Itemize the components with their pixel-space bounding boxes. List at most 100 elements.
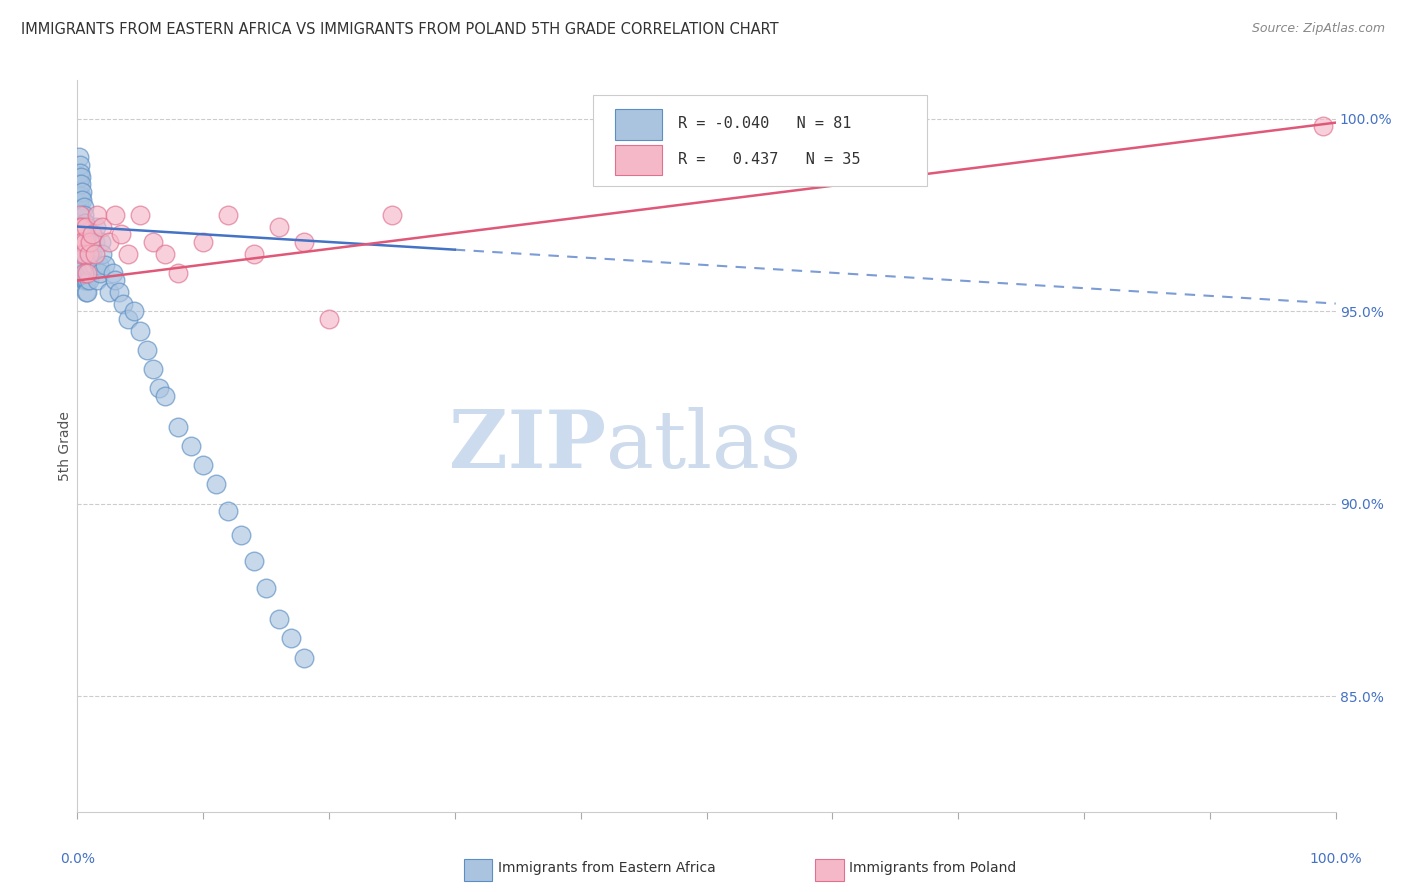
Point — [84, 235, 107, 249]
Point — [104, 208, 127, 222]
Point — [77, 266, 100, 280]
Point — [97, 235, 120, 249]
Point — [67, 227, 90, 242]
Point — [129, 324, 152, 338]
Point — [73, 235, 96, 249]
Point — [254, 582, 277, 596]
FancyBboxPatch shape — [614, 145, 662, 176]
Point — [72, 185, 94, 199]
Text: R =   0.437   N = 35: R = 0.437 N = 35 — [678, 152, 860, 167]
Point — [292, 650, 315, 665]
Point — [148, 381, 170, 395]
Text: 0.0%: 0.0% — [60, 852, 94, 866]
Point — [70, 246, 93, 260]
Point — [69, 166, 91, 180]
Point — [72, 246, 94, 260]
Point — [97, 285, 120, 299]
Point — [75, 231, 97, 245]
Point — [86, 208, 108, 222]
Point — [67, 196, 90, 211]
Point — [242, 554, 264, 568]
Point — [75, 273, 97, 287]
Point — [69, 235, 91, 249]
Point — [155, 246, 177, 260]
Point — [72, 258, 94, 272]
Point — [79, 258, 101, 272]
Point — [72, 273, 94, 287]
Text: Source: ZipAtlas.com: Source: ZipAtlas.com — [1251, 22, 1385, 36]
Point — [70, 208, 93, 222]
Point — [76, 273, 98, 287]
Point — [72, 246, 94, 260]
Point — [70, 188, 93, 202]
FancyBboxPatch shape — [614, 109, 662, 139]
Point — [79, 246, 101, 260]
Point — [108, 285, 131, 299]
FancyBboxPatch shape — [593, 95, 927, 186]
Point — [242, 246, 264, 260]
Point — [1312, 120, 1334, 134]
Point — [104, 273, 127, 287]
Point — [67, 178, 90, 192]
Point — [82, 227, 104, 242]
Point — [142, 362, 165, 376]
Point — [72, 246, 94, 260]
Point — [70, 235, 93, 249]
Point — [87, 258, 110, 272]
Point — [381, 208, 404, 222]
Point — [84, 219, 107, 234]
Point — [72, 208, 94, 222]
Point — [69, 208, 91, 222]
Point — [122, 304, 145, 318]
Point — [79, 235, 101, 249]
Point — [69, 219, 91, 234]
Point — [204, 477, 226, 491]
Text: Immigrants from Poland: Immigrants from Poland — [849, 861, 1017, 875]
Point — [82, 227, 104, 242]
Point — [72, 258, 94, 272]
Point — [191, 235, 215, 249]
Point — [76, 285, 98, 299]
Point — [72, 219, 94, 234]
Point — [76, 266, 98, 280]
Point — [91, 246, 114, 260]
Point — [292, 235, 315, 249]
Point — [73, 223, 96, 237]
Point — [83, 258, 105, 272]
Point — [217, 504, 239, 518]
Point — [69, 243, 91, 257]
Point — [67, 235, 90, 249]
Point — [73, 273, 96, 287]
Point — [77, 273, 100, 287]
Point — [94, 258, 117, 272]
Y-axis label: 5th Grade: 5th Grade — [58, 411, 72, 481]
Point — [318, 312, 340, 326]
Point — [142, 235, 165, 249]
Text: 100.0%: 100.0% — [1309, 852, 1362, 866]
Point — [117, 246, 139, 260]
Point — [70, 235, 93, 249]
Point — [67, 150, 90, 164]
Point — [280, 632, 302, 646]
Point — [69, 158, 91, 172]
Point — [70, 246, 93, 260]
Point — [67, 188, 90, 202]
Point — [70, 178, 93, 192]
Point — [72, 235, 94, 249]
Text: Immigrants from Eastern Africa: Immigrants from Eastern Africa — [498, 861, 716, 875]
Point — [70, 169, 93, 184]
Point — [90, 235, 112, 249]
Point — [70, 219, 93, 234]
Point — [267, 219, 290, 234]
Point — [89, 266, 111, 280]
Text: R = -0.040   N = 81: R = -0.040 N = 81 — [678, 116, 851, 131]
Point — [101, 266, 124, 280]
Point — [69, 227, 91, 242]
Point — [72, 200, 94, 214]
Point — [69, 208, 91, 222]
Point — [67, 169, 90, 184]
Point — [80, 235, 103, 249]
Point — [135, 343, 157, 357]
Point — [72, 193, 94, 207]
Point — [72, 219, 94, 234]
